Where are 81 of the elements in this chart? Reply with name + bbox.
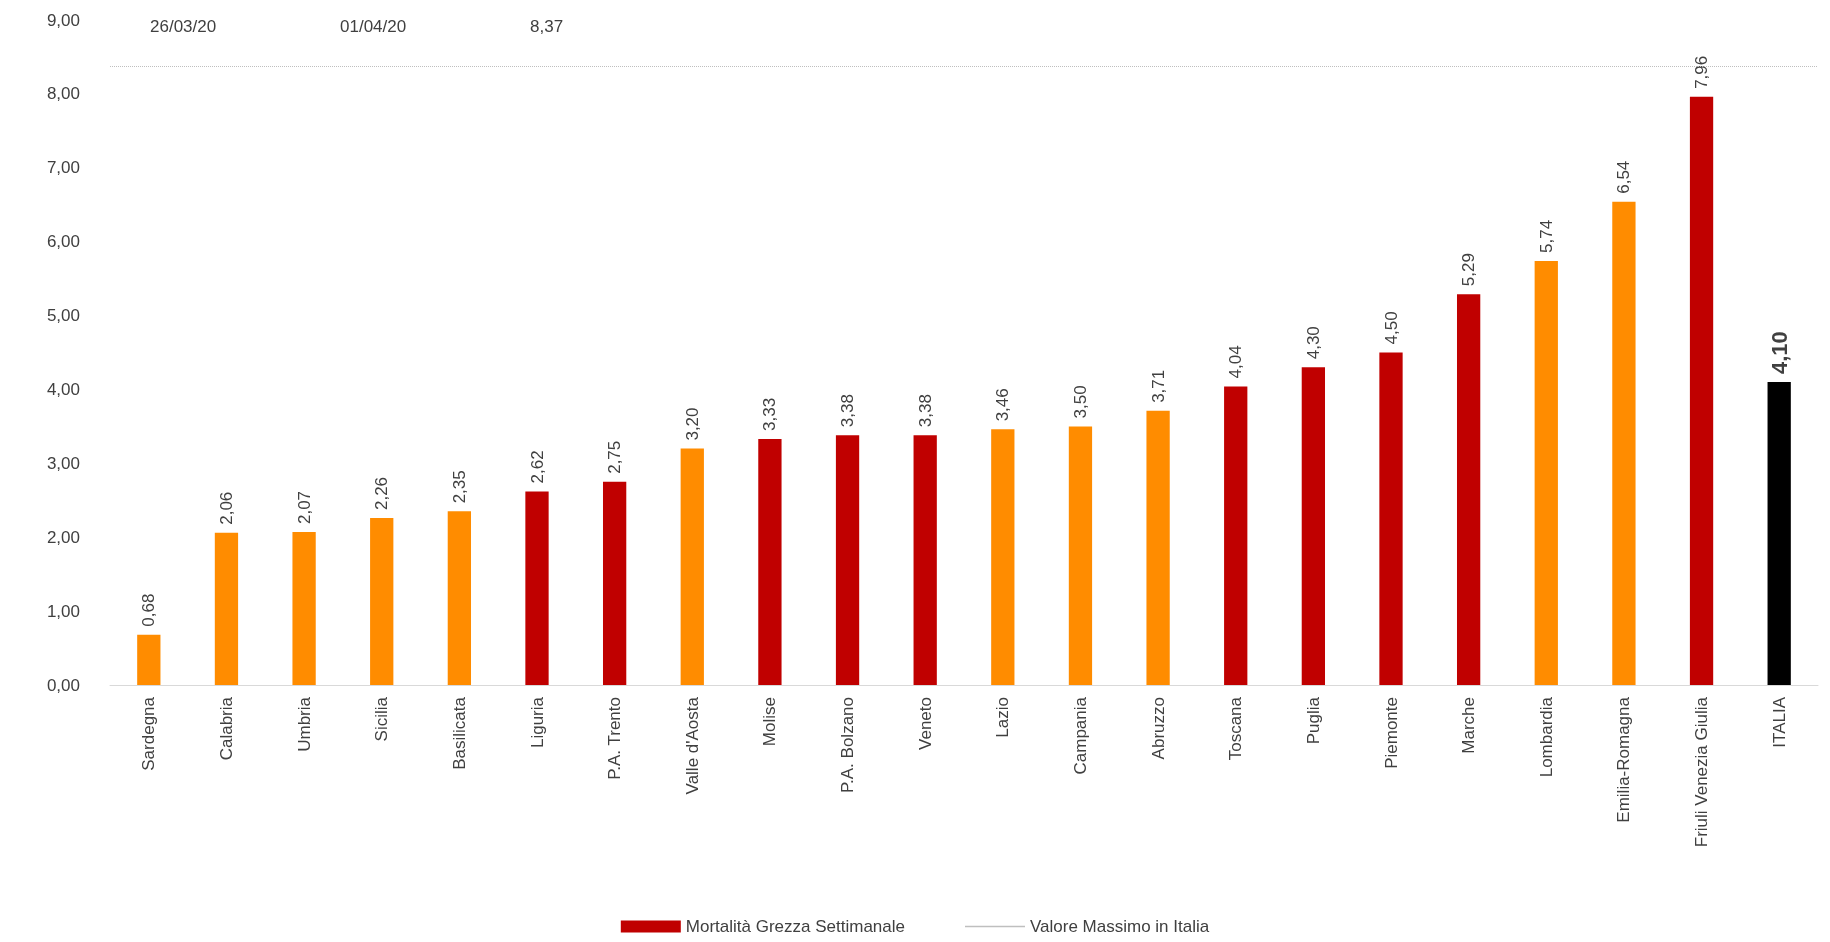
- data-label: 2,75: [605, 440, 625, 474]
- data-label: 4,04: [1226, 345, 1246, 379]
- x-tick-label: Marche: [1459, 697, 1479, 754]
- data-label: 2,06: [216, 491, 236, 525]
- data-label: 3,38: [915, 394, 935, 428]
- x-tick-label: Friuli Venezia Giulia: [1692, 696, 1712, 848]
- y-tick-label: 7,00: [46, 158, 80, 178]
- x-tick-label: P.A. Bolzano: [838, 697, 858, 794]
- bar: [1767, 382, 1791, 685]
- annotation: 26/03/20: [150, 17, 217, 36]
- data-label: 6,54: [1614, 160, 1634, 194]
- bar: [1379, 352, 1403, 685]
- bar: [991, 429, 1015, 685]
- x-tick-label: Liguria: [527, 696, 547, 749]
- bar: [1068, 426, 1093, 685]
- bar: [214, 532, 239, 685]
- data-label: 5,74: [1536, 219, 1556, 253]
- data-label: 3,20: [682, 407, 702, 441]
- data-label: 0,68: [139, 593, 159, 627]
- x-tick-label: Piemonte: [1381, 697, 1401, 769]
- bar: [602, 481, 627, 685]
- bar: [1456, 294, 1481, 685]
- bar: [1689, 96, 1714, 685]
- x-tick-label: Lazio: [993, 697, 1013, 738]
- bar: [447, 511, 472, 685]
- x-tick-label: ITALIA: [1769, 696, 1789, 748]
- y-tick-label: 6,00: [46, 232, 80, 252]
- bar: [913, 435, 937, 685]
- data-label: 2,62: [527, 450, 547, 484]
- data-label: 4,30: [1303, 326, 1323, 360]
- bar: [1612, 201, 1636, 685]
- y-tick-label: 8,00: [46, 84, 80, 104]
- bar: [137, 634, 161, 685]
- y-tick-label: 2,00: [46, 527, 80, 547]
- x-tick-label: Toscana: [1226, 696, 1246, 761]
- x-tick-label: Molise: [760, 697, 780, 747]
- bar: [525, 491, 549, 685]
- data-label: 7,96: [1692, 55, 1712, 89]
- x-tick-label: Puglia: [1303, 696, 1323, 745]
- y-tick-label: 1,00: [46, 601, 80, 621]
- legend-label: Valore Massimo in Italia: [1030, 917, 1210, 936]
- bar: [835, 435, 860, 685]
- y-tick-label: 9,00: [46, 10, 80, 30]
- data-label: 2,35: [449, 470, 469, 504]
- y-tick-label: 4,00: [46, 379, 80, 399]
- y-tick-label: 0,00: [46, 675, 80, 695]
- x-tick-label: Emilia-Romagna: [1614, 696, 1634, 823]
- y-tick-label: 5,00: [46, 306, 80, 326]
- x-tick-label: Umbria: [294, 696, 314, 752]
- x-tick-label: Sardegna: [139, 696, 159, 771]
- data-label: 3,46: [993, 388, 1013, 422]
- data-label: 5,29: [1459, 253, 1479, 287]
- y-tick-label: 3,00: [46, 453, 80, 473]
- x-tick-label: Lombardia: [1536, 696, 1556, 778]
- bar: [292, 532, 316, 685]
- x-tick-label: Calabria: [216, 696, 236, 761]
- data-label: 3,71: [1148, 369, 1168, 403]
- bar: [1301, 367, 1326, 685]
- x-tick-label: Abruzzo: [1148, 697, 1168, 760]
- x-tick-label: Veneto: [915, 697, 935, 750]
- annotation: 01/04/20: [340, 17, 407, 36]
- bar: [1534, 260, 1558, 685]
- data-label: 3,38: [838, 394, 858, 428]
- bar: [1224, 386, 1248, 685]
- data-label: 4,50: [1381, 311, 1401, 345]
- bar: [1146, 410, 1170, 685]
- data-label: 4,10: [1766, 331, 1792, 375]
- annotation: 8,37: [530, 17, 564, 36]
- bar: [680, 448, 704, 685]
- x-tick-label: Sicilia: [372, 696, 392, 742]
- x-tick-label: P.A. Trento: [605, 697, 625, 780]
- x-tick-label: Basilicata: [449, 696, 469, 770]
- data-label: 2,07: [294, 490, 314, 525]
- x-tick-label: Campania: [1070, 696, 1090, 775]
- bar: [758, 438, 782, 685]
- data-label: 3,50: [1070, 385, 1090, 419]
- data-label: 2,26: [372, 476, 392, 511]
- data-label: 3,33: [760, 397, 780, 431]
- legend-label: Mortalità Grezza Settimanale: [685, 917, 906, 936]
- x-tick-label: Valle d'Aosta: [682, 696, 702, 795]
- bar: [370, 518, 394, 685]
